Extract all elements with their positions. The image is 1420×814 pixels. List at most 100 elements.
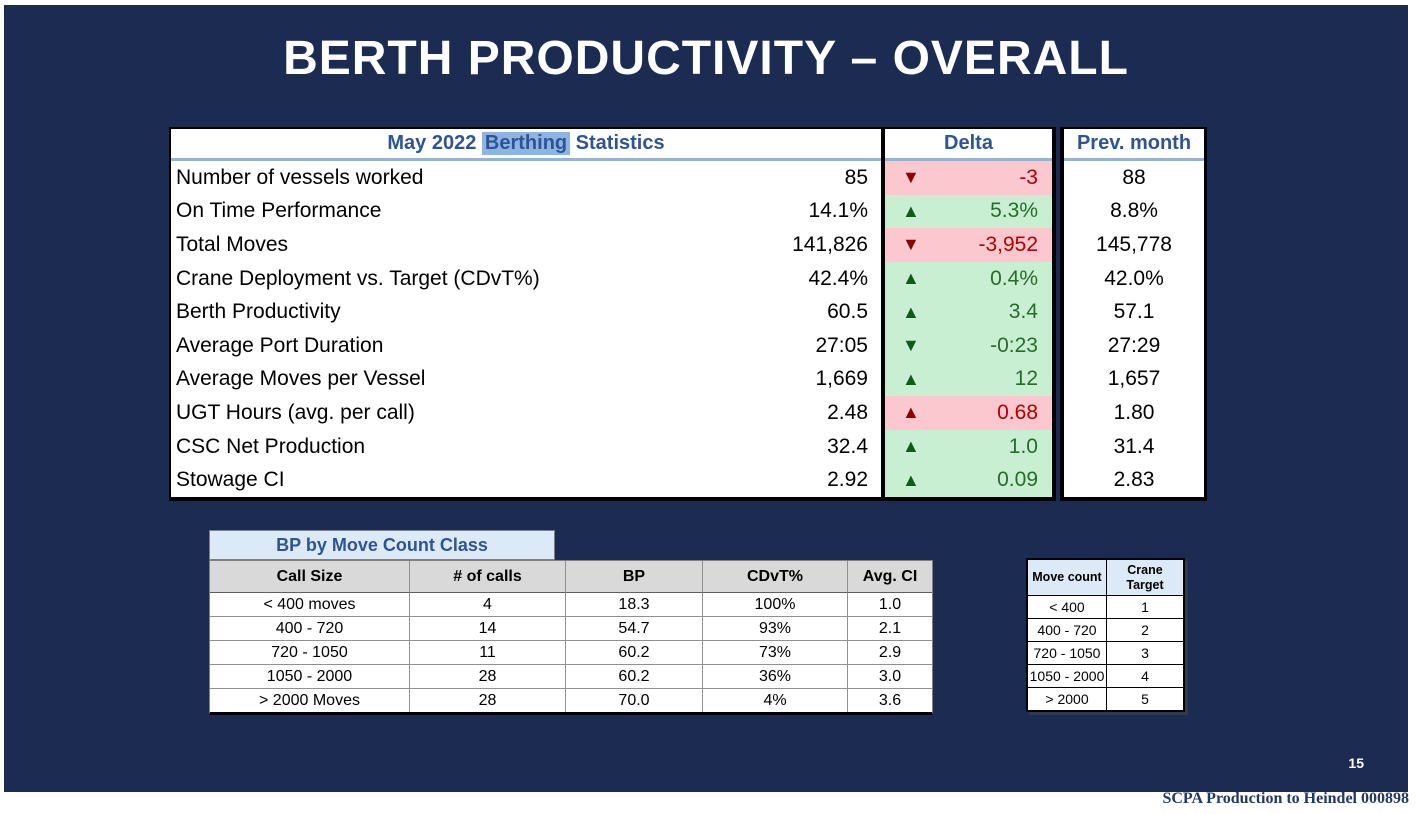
down-arrow-icon: ▼ <box>902 234 920 255</box>
bp-cell: 28 <box>410 689 566 712</box>
crane-cell: 720 - 1050 <box>1028 642 1107 665</box>
bp-cell: 4 <box>410 593 566 617</box>
prev-month-value: 1,657 <box>1107 367 1161 391</box>
stats-row-label: Crane Deployment vs. Target (CDvT%) <box>176 266 540 290</box>
bates-stamp-footer: SCPA Production to Heindel 000898 <box>1162 790 1409 807</box>
prev-month-value: 8.8% <box>1110 199 1158 223</box>
crane-cell: 2 <box>1107 619 1183 642</box>
stats-row: Number of vessels worked 85 <box>171 161 881 195</box>
stats-row-value: 60.5 <box>827 300 868 324</box>
up-arrow-icon: ▲ <box>902 368 920 389</box>
stats-row-label: Total Moves <box>176 232 289 256</box>
delta-value: -3,952 <box>978 232 1038 256</box>
delta-column-header: Delta <box>885 129 1052 161</box>
prev-month-value: 31.4 <box>1113 434 1155 458</box>
page-number: 15 <box>1348 755 1364 771</box>
delta-cell: ▲ 0.68 <box>885 396 1052 430</box>
bp-cell: 11 <box>410 641 566 665</box>
delta-cell: ▼ -3,952 <box>885 228 1052 262</box>
prev-month-value: 1.80 <box>1113 400 1155 424</box>
stats-row: Average Moves per Vessel 1,669 <box>171 363 881 397</box>
delta-cell: ▲ 5.3% <box>885 194 1052 229</box>
delta-value: 0.4% <box>990 266 1038 290</box>
stats-row: Total Moves 141,826 <box>171 228 881 262</box>
stats-row-label: Stowage CI <box>176 468 285 492</box>
crane-table-row: > 2000 5 <box>1028 688 1183 710</box>
bp-cell: 54.7 <box>566 617 703 641</box>
stats-row-value: 32.4 <box>827 434 868 458</box>
delta-value: 3.4 <box>1008 300 1038 324</box>
bp-table-row: 720 - 1050 11 60.2 73% 2.9 <box>210 641 932 665</box>
bp-column-header: BP <box>566 561 703 593</box>
bp-cell: 70.0 <box>566 689 703 712</box>
berthing-stats-table: May 2022 Berthing Statistics Number of v… <box>169 127 881 501</box>
delta-rows: ▼ -3 ▲ 5.3% ▼ -3,952 ▲ 0.4% ▲ 3.4 ▼ -0:23 ▲ 12 ▲ 0.68 ▲ 1… <box>885 161 1052 497</box>
delta-value: 0.68 <box>997 400 1038 424</box>
crane-cell: 5 <box>1141 691 1149 707</box>
stats-row-label: Berth Productivity <box>176 300 341 324</box>
prev-month-value: 145,778 <box>1096 232 1172 256</box>
stats-row: Crane Deployment vs. Target (CDvT%) 42.4% <box>171 262 881 296</box>
bp-cell: 2.1 <box>848 617 932 641</box>
stats-row-value: 2.92 <box>827 468 868 492</box>
crane-cell: < 400 <box>1028 596 1107 619</box>
stats-row: Average Port Duration 27:05 <box>171 329 881 363</box>
slide-background: BERTH PRODUCTIVITY – OVERALL May 2022 Be… <box>4 5 1408 792</box>
up-arrow-icon: ▲ <box>902 402 920 423</box>
stats-row-value: 27:05 <box>815 333 868 357</box>
stats-row-label: On Time Performance <box>176 199 382 223</box>
crane-cell: 400 - 720 <box>1028 619 1107 642</box>
stats-row: On Time Performance 14.1% <box>171 195 881 229</box>
delta-column: Delta ▼ -3 ▲ 5.3% ▼ -3,952 ▲ 0.4% ▲ 3.4 ▼ -0:23 ▲ 12 ▲… <box>881 127 1056 501</box>
crane-cell: 4 <box>1107 665 1183 688</box>
stats-row-value: 141,826 <box>792 232 868 256</box>
prev-month-column: Prev. month 88 8.8% 145,778 42.0% 57.1 27:29 1… <box>1060 127 1207 501</box>
bp-cell: 1050 - 2000 <box>210 665 410 689</box>
stats-title-suffix: Statistics <box>570 132 665 154</box>
stats-row-label: Number of vessels worked <box>176 165 424 189</box>
stats-row-label: Average Port Duration <box>176 333 384 357</box>
prev-month-column-header: Prev. month <box>1064 129 1204 161</box>
bp-cell: 4% <box>703 689 848 712</box>
delta-value: 0.09 <box>997 468 1038 492</box>
crane-target-table: Move count Crane Target < 400 1 400 - 720 2 72… <box>1026 558 1185 712</box>
crane-table-row: < 400 1 <box>1028 596 1183 619</box>
bp-table-row: > 2000 Moves 28 70.0 4% 3.6 <box>210 689 932 712</box>
up-arrow-icon: ▲ <box>902 200 920 221</box>
bp-column-header: # of calls <box>410 561 566 593</box>
bp-cell: 93% <box>703 617 848 641</box>
bp-cell: 60.2 <box>566 641 703 665</box>
bp-cell: 73% <box>703 641 848 665</box>
bp-cell: 2.9 <box>848 641 932 665</box>
bp-cell: 3.6 <box>878 691 902 709</box>
stats-label-rows: Number of vessels worked 85 On Time Perfor… <box>171 161 881 497</box>
stats-row: Berth Productivity 60.5 <box>171 295 881 329</box>
bp-cell: 18.3 <box>566 593 703 617</box>
stats-row: CSC Net Production 32.4 <box>171 430 881 464</box>
crane-column-header: Crane Target <box>1107 560 1183 596</box>
stats-title-prefix: May 2022 <box>387 132 482 154</box>
bp-table-row: 1050 - 2000 28 60.2 36% 3.0 <box>210 665 932 689</box>
stats-row-label: Average Moves per Vessel <box>176 367 426 391</box>
bp-cell: 100% <box>703 593 848 617</box>
delta-value: 1.0 <box>1008 434 1038 458</box>
stats-row-value: 2.48 <box>827 400 868 424</box>
prev-month-value: 88 <box>1122 165 1146 189</box>
prev-month-value: 42.0% <box>1104 266 1164 290</box>
delta-cell: ▼ -3 <box>885 161 1052 195</box>
bp-column-header: CDvT% <box>703 561 848 593</box>
crane-cell: 3 <box>1107 642 1183 665</box>
delta-cell: ▲ 12 <box>885 362 1052 397</box>
delta-value: 5.3% <box>990 199 1038 223</box>
delta-cell: ▼ -0:23 <box>885 328 1052 363</box>
down-arrow-icon: ▼ <box>902 167 920 188</box>
crane-cell: 1050 - 2000 <box>1028 665 1107 688</box>
bp-table-row: 400 - 720 14 54.7 93% 2.1 <box>210 617 932 641</box>
stats-row-label: CSC Net Production <box>176 434 366 458</box>
down-arrow-icon: ▼ <box>902 335 920 356</box>
stats-row: UGT Hours (avg. per call) 2.48 <box>171 396 881 430</box>
crane-cell: 1 <box>1107 596 1183 619</box>
bp-cell: < 400 moves <box>210 593 410 617</box>
slide-title: BERTH PRODUCTIVITY – OVERALL <box>283 32 1129 85</box>
bp-by-move-count-table: Call Size # of calls BP CDvT% Avg. CI < 400 m… <box>209 560 933 715</box>
